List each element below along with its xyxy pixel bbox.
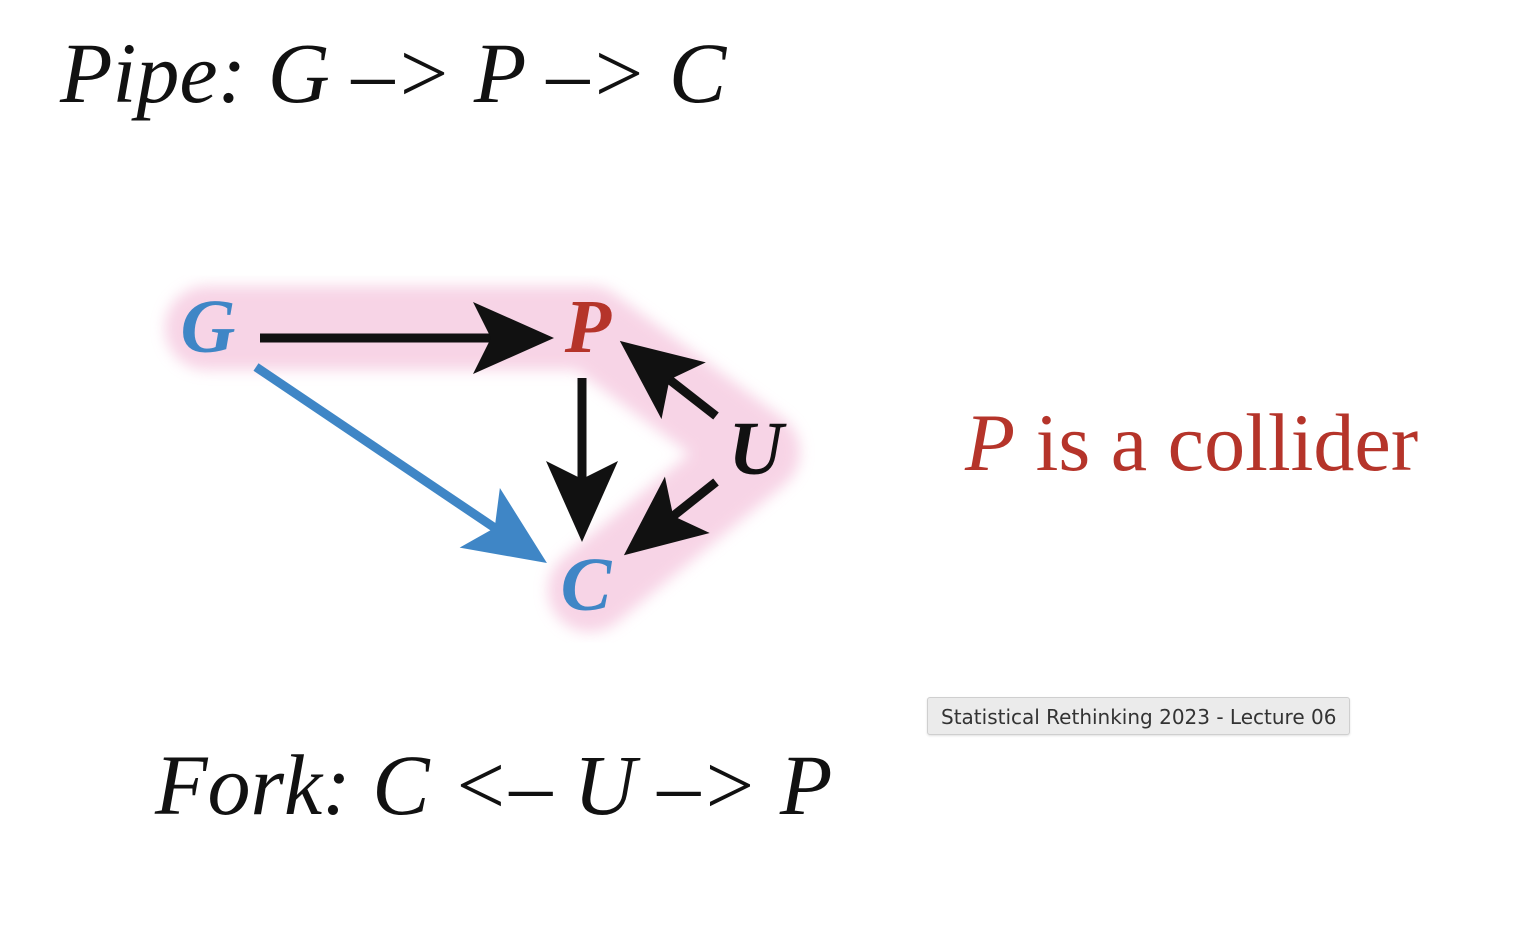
- node-c: C: [561, 543, 613, 627]
- collider-statement: P is a collider: [965, 402, 1418, 484]
- edge-u-to-c: [623, 476, 719, 556]
- edge-u-to-p: [619, 340, 719, 420]
- node-p: P: [564, 285, 612, 369]
- edge-g-to-c: [253, 363, 547, 564]
- collider-variable: P: [965, 397, 1016, 488]
- lecture-caption: Statistical Rethinking 2023 - Lecture 06: [927, 697, 1351, 735]
- node-u: U: [729, 407, 788, 491]
- highlighted-path: [165, 286, 800, 632]
- node-g: G: [181, 285, 236, 369]
- fork-heading: Fork: C <– U –> P: [155, 737, 833, 833]
- pipe-heading: Pipe: G –> P –> C: [60, 25, 727, 121]
- collider-rest: is a collider: [1015, 397, 1419, 488]
